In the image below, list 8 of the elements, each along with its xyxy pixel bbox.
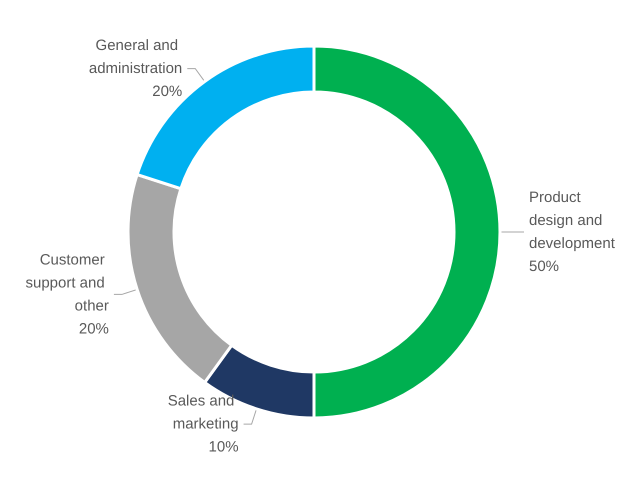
slice-label: Product design and development	[529, 189, 616, 252]
data-label: 20%	[152, 83, 182, 100]
data-label: 10%	[208, 438, 239, 456]
data-label: 50%	[529, 258, 560, 275]
slice-label: General and administration	[88, 37, 182, 78]
slice-label: Customer support and other	[25, 251, 109, 314]
data-label: 20%	[78, 320, 109, 338]
slice-label: Sales and marketing	[168, 392, 239, 433]
